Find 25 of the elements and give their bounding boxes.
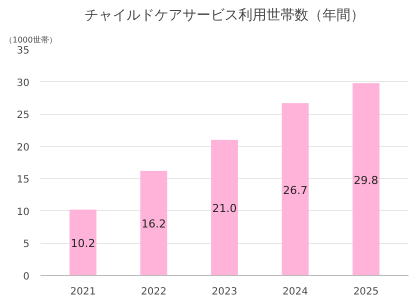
x-tick-label: 2024 bbox=[282, 286, 308, 298]
data-label: 16.2 bbox=[141, 218, 166, 231]
y-tick-label: 10 bbox=[16, 206, 30, 218]
chart-title: チャイルドケアサービス利用世帯数（年間） bbox=[84, 8, 364, 24]
x-tick-label: 2025 bbox=[353, 286, 379, 298]
bar bbox=[211, 140, 238, 276]
data-label: 26.7 bbox=[283, 184, 308, 197]
y-tick-label: 20 bbox=[16, 142, 30, 154]
y-tick-label: 25 bbox=[16, 110, 30, 122]
bar bbox=[282, 103, 309, 276]
data-label: 29.8 bbox=[354, 174, 378, 187]
y-tick-label: 0 bbox=[23, 272, 30, 282]
y-tick-label: 5 bbox=[23, 239, 30, 250]
bar bbox=[140, 170, 168, 276]
bar bbox=[352, 83, 380, 276]
x-tick-label: 2022 bbox=[141, 286, 166, 298]
data-label: 10.2 bbox=[70, 237, 96, 250]
y-tick-label: 35 bbox=[16, 46, 30, 56]
x-tick-label: 2023 bbox=[212, 286, 238, 298]
y-tick-label: 15 bbox=[16, 174, 30, 186]
data-label: 21.0 bbox=[212, 202, 237, 216]
x-tick-label: 2021 bbox=[70, 286, 96, 298]
bar bbox=[70, 210, 96, 276]
y-axis-title: （1000世帯） bbox=[4, 36, 57, 44]
y-tick-label: 30 bbox=[16, 78, 30, 89]
